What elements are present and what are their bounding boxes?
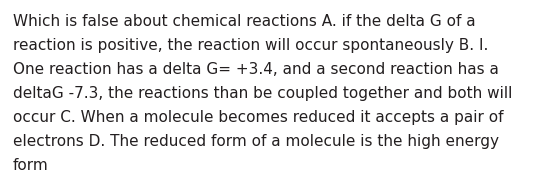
Text: electrons D. The reduced form of a molecule is the high energy: electrons D. The reduced form of a molec…	[13, 134, 499, 149]
Text: One reaction has a delta G= +3.4, and a second reaction has a: One reaction has a delta G= +3.4, and a …	[13, 62, 499, 77]
Text: form: form	[13, 158, 49, 173]
Text: reaction is positive, the reaction will occur spontaneously B. I.: reaction is positive, the reaction will …	[13, 38, 488, 53]
Text: deltaG -7.3, the reactions than be coupled together and both will: deltaG -7.3, the reactions than be coupl…	[13, 86, 512, 101]
Text: occur C. When a molecule becomes reduced it accepts a pair of: occur C. When a molecule becomes reduced…	[13, 110, 503, 125]
Text: Which is false about chemical reactions A. if the delta G of a: Which is false about chemical reactions …	[13, 14, 475, 29]
